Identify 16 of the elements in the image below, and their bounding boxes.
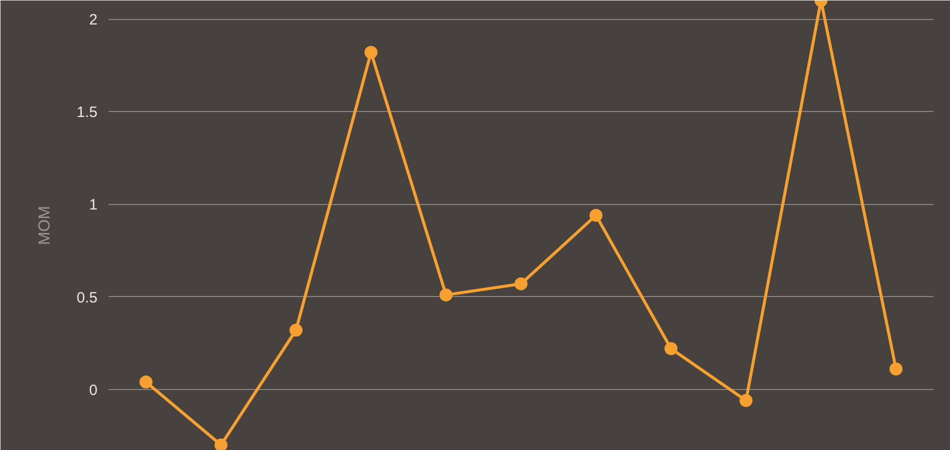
point xyxy=(664,342,678,356)
y-tick-label: 0 xyxy=(89,382,98,399)
y-axis-title: MOM xyxy=(36,206,54,246)
point xyxy=(890,362,902,376)
y-tick-label: 2 xyxy=(89,12,98,29)
point xyxy=(140,375,152,388)
point xyxy=(514,277,528,290)
y-tick-label: 0.5 xyxy=(76,289,98,306)
y-tick-label: 1 xyxy=(89,196,98,214)
point xyxy=(214,438,228,450)
point xyxy=(290,324,302,337)
point xyxy=(740,394,752,407)
point xyxy=(590,208,602,222)
point xyxy=(440,288,452,302)
point xyxy=(364,46,378,59)
y-tick-label: 1.5 xyxy=(76,104,98,122)
